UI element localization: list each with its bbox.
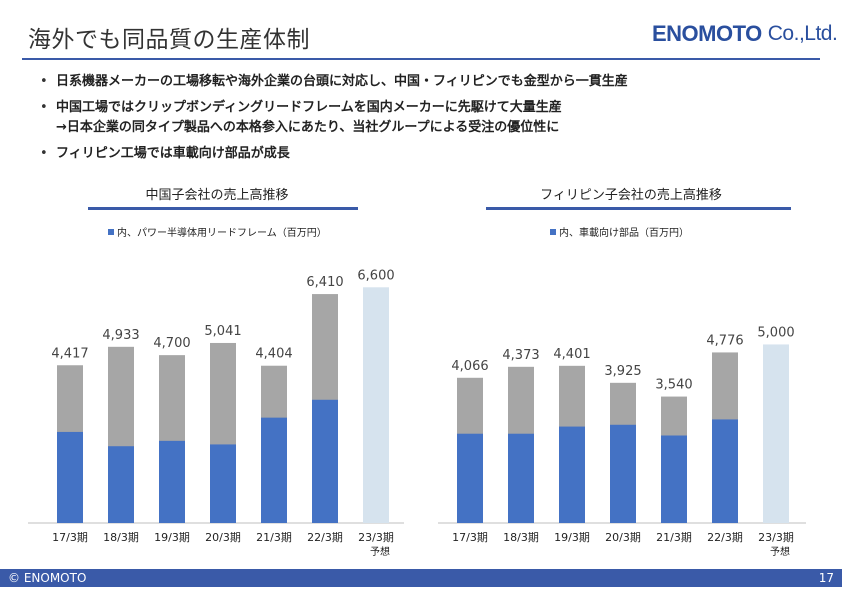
logo-main: ENOMOTO bbox=[652, 21, 762, 46]
x-tick-label: 18/3期 bbox=[103, 531, 139, 544]
x-tick-label: 23/3期 bbox=[758, 531, 794, 544]
china-legend-label: 内、パワー半導体用リードフレーム（百万円） bbox=[117, 228, 327, 239]
slide-title: 海外でも同品質の生産体制 bbox=[28, 27, 310, 53]
x-tick-label: 20/3期 bbox=[605, 531, 641, 544]
china-sales-chart: 4,417 17/3期 4,933 18/3期 4,700 19/3期 5,041 20/3期… bbox=[28, 268, 404, 558]
logo-suffix: Co.,Ltd. bbox=[767, 22, 838, 45]
segment-bar bbox=[559, 426, 585, 523]
data-label: 4,700 bbox=[153, 336, 190, 351]
data-label: 3,925 bbox=[604, 364, 641, 379]
data-label: 4,404 bbox=[255, 347, 292, 362]
segment-bar bbox=[159, 440, 185, 523]
data-label: 4,776 bbox=[706, 333, 743, 348]
data-label: 4,066 bbox=[451, 359, 488, 374]
x-tick-label: 19/3期 bbox=[154, 531, 190, 544]
segment-bar bbox=[312, 399, 338, 523]
x-tick-label: 22/3期 bbox=[307, 531, 343, 544]
data-label: 4,933 bbox=[102, 328, 139, 343]
forecast-note: 予想 bbox=[770, 545, 790, 558]
x-tick-label: 20/3期 bbox=[205, 531, 241, 544]
x-tick-label: 17/3期 bbox=[52, 531, 88, 544]
title-divider bbox=[22, 58, 820, 60]
philippines-title-underline bbox=[486, 207, 791, 210]
philippines-legend: 内、車載向け部品（百万円） bbox=[550, 224, 689, 239]
bullet-item: 日系機器メーカーの工場移転や海外企業の台頭に対応し、中国・フィリピンでも金型から… bbox=[38, 72, 818, 92]
bullet-item: フィリピン工場では車載向け部品が成長 bbox=[38, 144, 818, 164]
bullet-text: 日系機器メーカーの工場移転や海外企業の台頭に対応し、中国・フィリピンでも金型から… bbox=[56, 74, 628, 89]
x-tick-label: 22/3期 bbox=[707, 531, 743, 544]
china-title-underline bbox=[88, 207, 358, 210]
data-label: 5,000 bbox=[757, 325, 794, 340]
page-number: 17 bbox=[818, 571, 834, 585]
china-legend: 内、パワー半導体用リードフレーム（百万円） bbox=[108, 224, 327, 239]
china-chart-title: 中国子会社の売上高推移 bbox=[145, 188, 289, 203]
data-label: 4,373 bbox=[502, 348, 539, 363]
forecast-bar bbox=[363, 287, 389, 523]
segment-bar bbox=[661, 435, 687, 523]
company-logo: ENOMOTO Co.,Ltd. bbox=[652, 18, 838, 50]
x-tick-label: 21/3期 bbox=[256, 531, 292, 544]
data-label: 6,410 bbox=[306, 275, 343, 290]
x-tick-label: 19/3期 bbox=[554, 531, 590, 544]
philippines-sales-chart: 4,066 17/3期 4,373 18/3期 4,401 19/3期 3,925 20/3期… bbox=[438, 325, 806, 558]
bullet-text: フィリピン工場では車載向け部品が成長 bbox=[56, 146, 290, 161]
x-tick-label: 18/3期 bbox=[503, 531, 539, 544]
data-label: 4,417 bbox=[51, 346, 88, 361]
x-tick-label: 17/3期 bbox=[452, 531, 488, 544]
segment-bar bbox=[57, 431, 83, 523]
x-tick-label: 23/3期 bbox=[358, 531, 394, 544]
data-label: 3,540 bbox=[655, 378, 692, 393]
forecast-bar bbox=[763, 344, 789, 523]
bullet-item: 中国工場ではクリップボンディングリードフレームを国内メーカーに先駆けて大量生産 … bbox=[38, 98, 818, 138]
philippines-chart-title: フィリピン子会社の売上高推移 bbox=[540, 188, 722, 203]
x-tick-label: 21/3期 bbox=[656, 531, 692, 544]
legend-swatch bbox=[108, 228, 114, 235]
footer-bar: © ENOMOTO 17 bbox=[0, 569, 842, 587]
data-label: 5,041 bbox=[204, 324, 241, 339]
segment-bar bbox=[712, 419, 738, 523]
forecast-note: 予想 bbox=[370, 545, 390, 558]
footer-copyright: © ENOMOTO bbox=[8, 571, 87, 585]
segment-bar bbox=[108, 446, 134, 523]
segment-bar bbox=[508, 433, 534, 523]
legend-swatch bbox=[550, 228, 556, 235]
segment-bar bbox=[457, 433, 483, 523]
segment-bar bbox=[210, 444, 236, 523]
bullet-subtext: →日本企業の同タイプ製品への本格参入にあたり、当社グループによる受注の優位性に bbox=[56, 120, 560, 135]
bullet-list: 日系機器メーカーの工場移転や海外企業の台頭に対応し、中国・フィリピンでも金型から… bbox=[38, 72, 818, 170]
segment-bar bbox=[261, 417, 287, 523]
data-label: 4,401 bbox=[553, 347, 590, 362]
bullet-text: 中国工場ではクリップボンディングリードフレームを国内メーカーに先駆けて大量生産 bbox=[56, 100, 562, 115]
data-label: 6,600 bbox=[357, 268, 394, 283]
philippines-legend-label: 内、車載向け部品（百万円） bbox=[559, 228, 689, 239]
segment-bar bbox=[610, 424, 636, 523]
